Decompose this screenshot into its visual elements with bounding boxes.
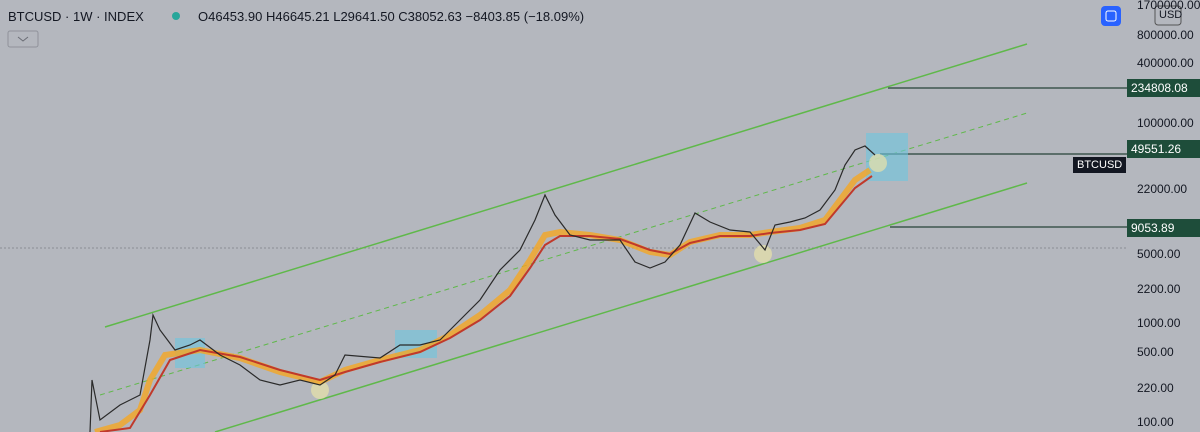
moving-average [99,175,873,432]
axis-label: 100000.00 [1137,116,1194,130]
symbol: BTCUSD · 1W · INDEX [8,9,144,24]
axis-label: 400000.00 [1137,56,1194,70]
channel-lower [214,182,1028,432]
axis-label: 800000.00 [1137,28,1194,42]
price-tag: 9053.89 [1127,219,1200,237]
currency-box [1154,5,1182,26]
axis-label: 100.00 [1137,415,1174,429]
settings-icon [1105,10,1117,22]
symbol-tag: BTCUSD [1073,157,1127,173]
status-dot [172,12,180,20]
currency[interactable]: USD [1159,9,1183,21]
touch-marker [311,381,329,399]
collapse-button[interactable] [7,30,39,48]
touch-marker [754,245,772,263]
axis-label: 1000.00 [1137,316,1181,330]
axis-label: 1700000.00 [1137,0,1200,12]
chevron-icon [17,36,29,42]
axis-label: 220.00 [1137,381,1174,395]
change: −8403.85 (−18.09%) [465,9,585,24]
channel-upper [104,43,1028,328]
high: H46645.21 [265,9,330,24]
low: L29641.50 [333,9,395,24]
price-tag: 49551.26 [1127,140,1200,158]
axis-label: 500.00 [1137,345,1174,359]
price-tag: 234808.08 [1127,79,1200,97]
close: C38052.63 [398,9,462,24]
ohlc: O46453.90 H46645.21 L29641.50 C38052.63 … [198,9,584,24]
open: O46453.90 [198,9,263,24]
axis-label: 22000.00 [1137,182,1188,196]
price-candles [89,145,876,432]
axis-label: 2200.00 [1137,282,1181,296]
settings-button[interactable] [1101,6,1121,26]
axis-label: 5000.00 [1137,247,1181,261]
ribbon [94,167,872,432]
touch-marker [869,154,887,172]
